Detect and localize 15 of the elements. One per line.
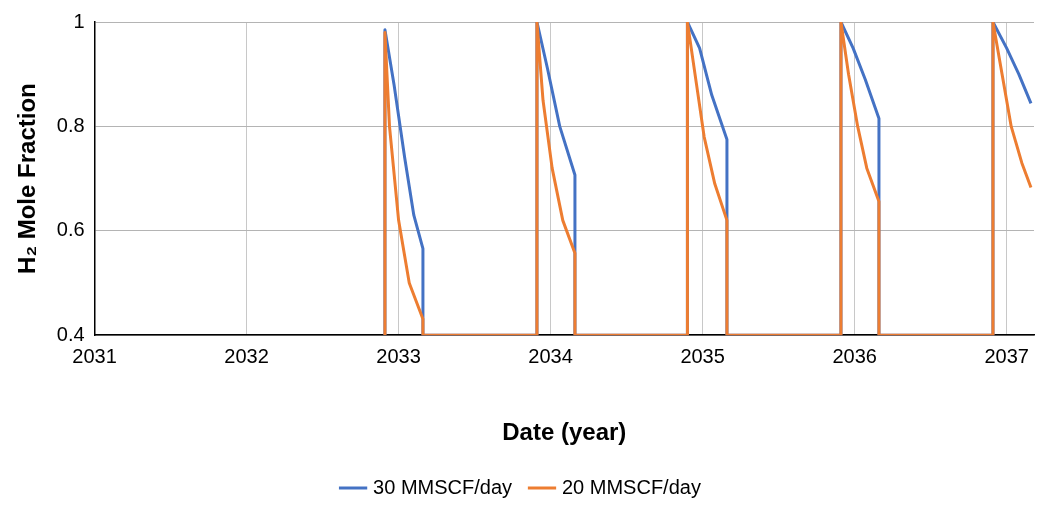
x-tick-label: 2032 bbox=[224, 344, 269, 367]
y-tick-label: 1 bbox=[73, 9, 85, 32]
x-tick-label: 2031 bbox=[72, 344, 117, 367]
x-tick-label: 2034 bbox=[528, 344, 573, 367]
x-tick-label: 2035 bbox=[680, 344, 725, 367]
y-tick-label: 0.4 bbox=[56, 322, 85, 345]
legend-label: 30 MMSCF/day bbox=[373, 475, 513, 498]
y-tick-label: 0.6 bbox=[56, 218, 85, 241]
x-tick-label: 2033 bbox=[376, 344, 421, 367]
x-tick-label: 2037 bbox=[984, 344, 1029, 367]
x-axis-title: Date (year) bbox=[502, 418, 627, 446]
x-tick-label: 2036 bbox=[832, 344, 877, 367]
y-tick-label: 0.8 bbox=[56, 113, 85, 136]
legend-label: 20 MMSCF/day bbox=[562, 475, 701, 498]
y-axis-title: H₂ Mole Fraction bbox=[13, 83, 41, 274]
